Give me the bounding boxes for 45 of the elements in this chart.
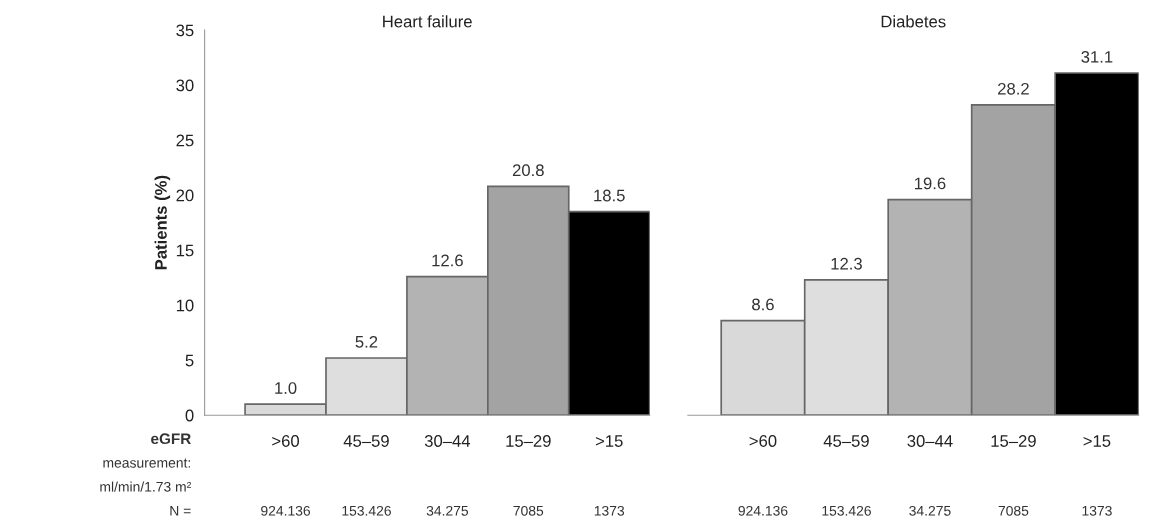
chart-title: Heart failure [383,15,472,28]
y-tick-label: 30 [176,79,194,92]
text: 924.136 [738,505,788,516]
data-label: 28.2 [998,82,1029,95]
text: 34.275 [426,505,469,516]
y-tick-label: 15 [176,244,194,257]
data-label: 19.6 [914,177,946,190]
text: ml/min/1.73 m² [100,481,191,492]
x-tick-label: >15 [1083,435,1111,447]
x-tick-label: >60 [749,435,777,447]
data-label: 8.6 [752,298,774,311]
chart-title: Diabetes [881,15,946,28]
x-tick-label: 30–44 [907,435,953,447]
y-tick-label: 25 [176,134,194,147]
data-label: 18.5 [594,189,625,202]
text: measurement: [103,458,190,468]
x-tick-label: >60 [272,435,300,447]
x-tick-label: 45–59 [343,435,389,447]
data-label: 12.3 [831,257,862,270]
data-label: 12.6 [432,254,463,267]
data-label: 1.0 [275,382,297,394]
text: 153.426 [342,505,391,516]
data-label: 31.1 [1081,50,1113,63]
text: 1373 [594,505,625,516]
text: 153.426 [822,505,871,516]
text: 924.136 [261,505,311,516]
text: N = [170,506,191,516]
x-tick-label: 30–44 [424,435,471,447]
y-tick-label: 35 [176,24,194,37]
text: 7085 [998,505,1029,516]
y-tick-label: 10 [176,299,194,312]
x-tick-label: >15 [595,435,623,447]
y-tick-label: 20 [176,189,194,202]
x-tick-label: 15–29 [991,435,1036,447]
x-tick-label: 15–29 [506,435,551,447]
data-label: 20.8 [512,164,544,177]
data-label: 5.2 [355,335,378,348]
y-tick-label: 5 [185,354,194,367]
text: eGFR [151,433,191,445]
text: 1373 [1082,505,1112,516]
text: 34.275 [909,505,951,516]
y-tick-label: 0 [185,409,194,422]
x-tick-label: 45–59 [823,435,869,447]
text: 7085 [513,505,544,516]
y-axis-title: Patients (%) [154,175,171,270]
